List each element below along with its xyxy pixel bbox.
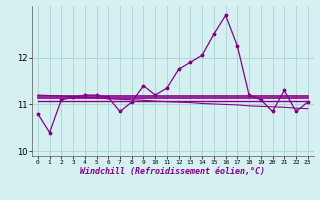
X-axis label: Windchill (Refroidissement éolien,°C): Windchill (Refroidissement éolien,°C) bbox=[80, 167, 265, 176]
